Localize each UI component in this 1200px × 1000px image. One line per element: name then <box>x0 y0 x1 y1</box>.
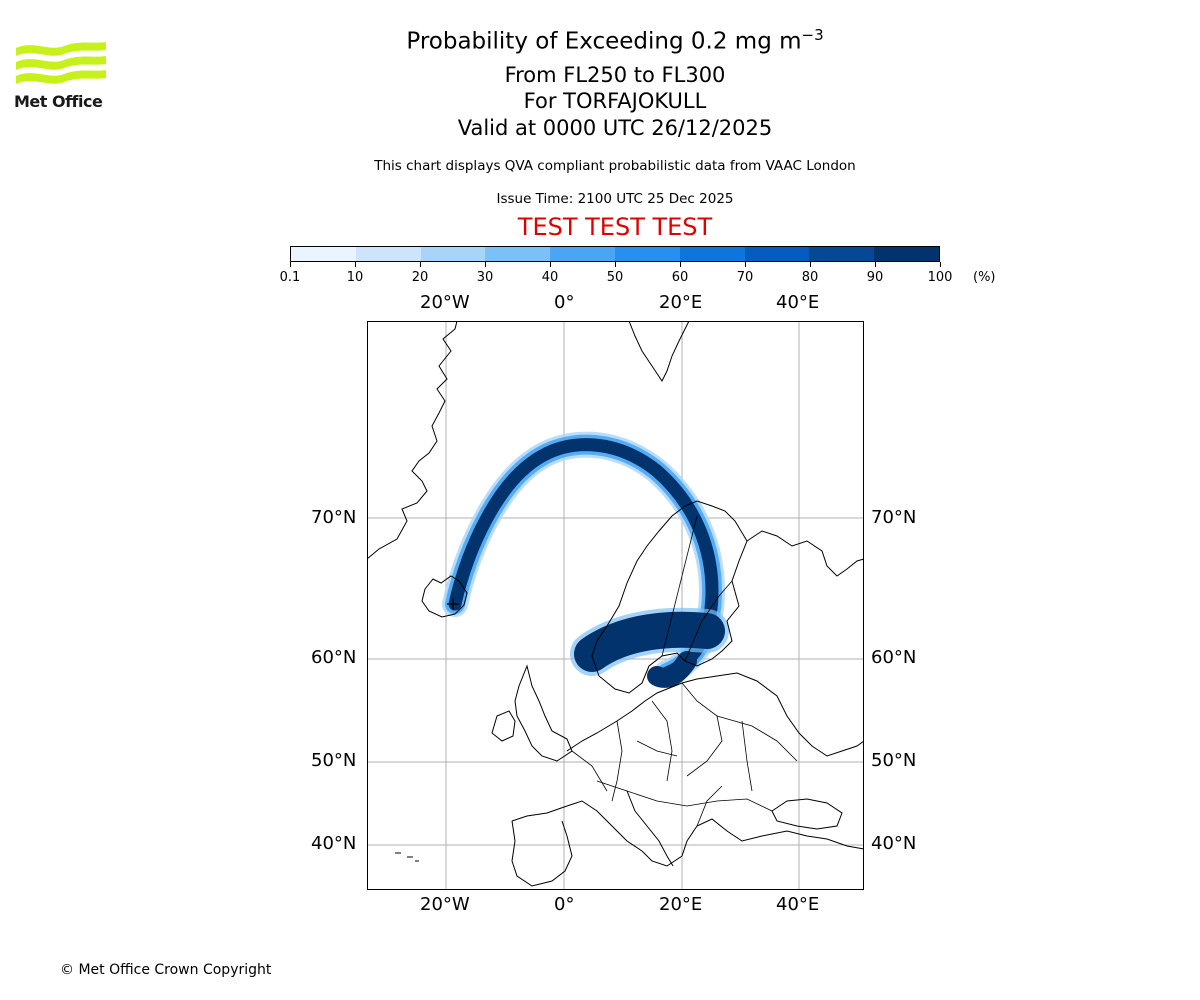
volcano-name: For TORFAJOKULL <box>523 89 707 113</box>
colorbar-tick-label: 60 <box>671 270 689 285</box>
colorbar-tick-mark <box>484 262 486 267</box>
colorbar-segment <box>485 247 551 261</box>
colorbar-tick-mark <box>354 262 356 267</box>
colorbar-tick-mark <box>744 262 746 267</box>
country-borders <box>571 515 798 827</box>
colorbar-tick-label: 90 <box>866 270 884 285</box>
colorbar-tick-label: 100 <box>927 270 953 285</box>
colorbar-tick-label: 0.1 <box>279 270 301 285</box>
colorbar-segment <box>355 247 421 261</box>
colorbar-segment <box>809 247 875 261</box>
south-europe-coast <box>511 800 864 867</box>
colorbar-segment <box>744 247 810 261</box>
chart-description: This chart displays QVA compliant probab… <box>374 158 856 174</box>
colorbar-segment <box>874 247 939 261</box>
lat-label: 60°N <box>311 647 357 668</box>
colorbar-tick-mark <box>549 262 551 267</box>
colorbar <box>290 246 940 262</box>
lat-label: 50°N <box>311 750 357 771</box>
ireland-coast <box>491 710 516 742</box>
iceland-coast <box>421 575 468 618</box>
lat-label: 60°N <box>871 647 917 668</box>
test-banner: TEST TEST TEST <box>517 213 713 241</box>
colorbar-segment <box>614 247 680 261</box>
volcano-marker-icon <box>447 598 459 610</box>
colorbar-tick-label: 20 <box>411 270 429 285</box>
britain-coast <box>514 664 573 762</box>
colorbar-tick-label: 30 <box>476 270 494 285</box>
valid-time: Valid at 0000 UTC 26/12/2025 <box>457 116 773 140</box>
colorbar-tick-mark <box>419 262 421 267</box>
lon-label: 0° <box>554 292 575 313</box>
lon-label: 20°W <box>420 292 470 313</box>
colorbar-segment <box>550 247 615 261</box>
lon-label: 0° <box>554 894 575 915</box>
colorbar-tick-label: 40 <box>541 270 559 285</box>
iberia-coast <box>511 820 573 887</box>
colorbar-segment <box>679 247 745 261</box>
colorbar-segment <box>291 247 356 261</box>
colorbar-tick-mark <box>614 262 616 267</box>
colorbar-tick-label: 80 <box>801 270 819 285</box>
lon-label: 20°E <box>659 894 703 915</box>
lat-label: 70°N <box>311 507 357 528</box>
lon-label: 40°E <box>776 894 820 915</box>
scandinavia-coast <box>591 500 748 694</box>
colorbar-tick-mark <box>289 262 291 267</box>
colorbar-tick-label: 10 <box>346 270 364 285</box>
lat-label: 40°N <box>311 833 357 854</box>
map <box>367 321 864 890</box>
flight-level-range: From FL250 to FL300 <box>504 63 726 87</box>
colorbar-tick-mark <box>874 262 876 267</box>
canaries <box>395 852 419 862</box>
europe-coast <box>566 672 864 757</box>
logo-text: Met Office <box>14 92 103 111</box>
lon-label: 40°E <box>776 292 820 313</box>
greenland-coast <box>367 321 458 560</box>
coastlines <box>367 321 864 887</box>
lat-label: 70°N <box>871 507 917 528</box>
kola-coast <box>746 530 864 577</box>
italy-coast <box>626 790 674 867</box>
colorbar-tick-label: 50 <box>606 270 624 285</box>
colorbar-tick-mark <box>679 262 681 267</box>
colorbar-segment <box>420 247 486 261</box>
colorbar-tick-label: 70 <box>736 270 754 285</box>
black-sea-coast <box>771 798 843 830</box>
colorbar-unit: (%) <box>973 270 996 285</box>
colorbar-tick-mark <box>939 262 941 267</box>
lon-label: 20°E <box>659 292 703 313</box>
svalbard-coast <box>628 321 690 382</box>
copyright-notice: © Met Office Crown Copyright <box>60 962 272 978</box>
chart-title: Probability of Exceeding 0.2 mg m−3 <box>406 26 824 55</box>
lat-label: 40°N <box>871 833 917 854</box>
met-office-logo-icon <box>16 42 106 84</box>
issue-time: Issue Time: 2100 UTC 25 Dec 2025 <box>496 191 734 207</box>
colorbar-tick-mark <box>809 262 811 267</box>
ash-plume <box>442 431 729 688</box>
lat-label: 50°N <box>871 750 917 771</box>
lon-label: 20°W <box>420 894 470 915</box>
